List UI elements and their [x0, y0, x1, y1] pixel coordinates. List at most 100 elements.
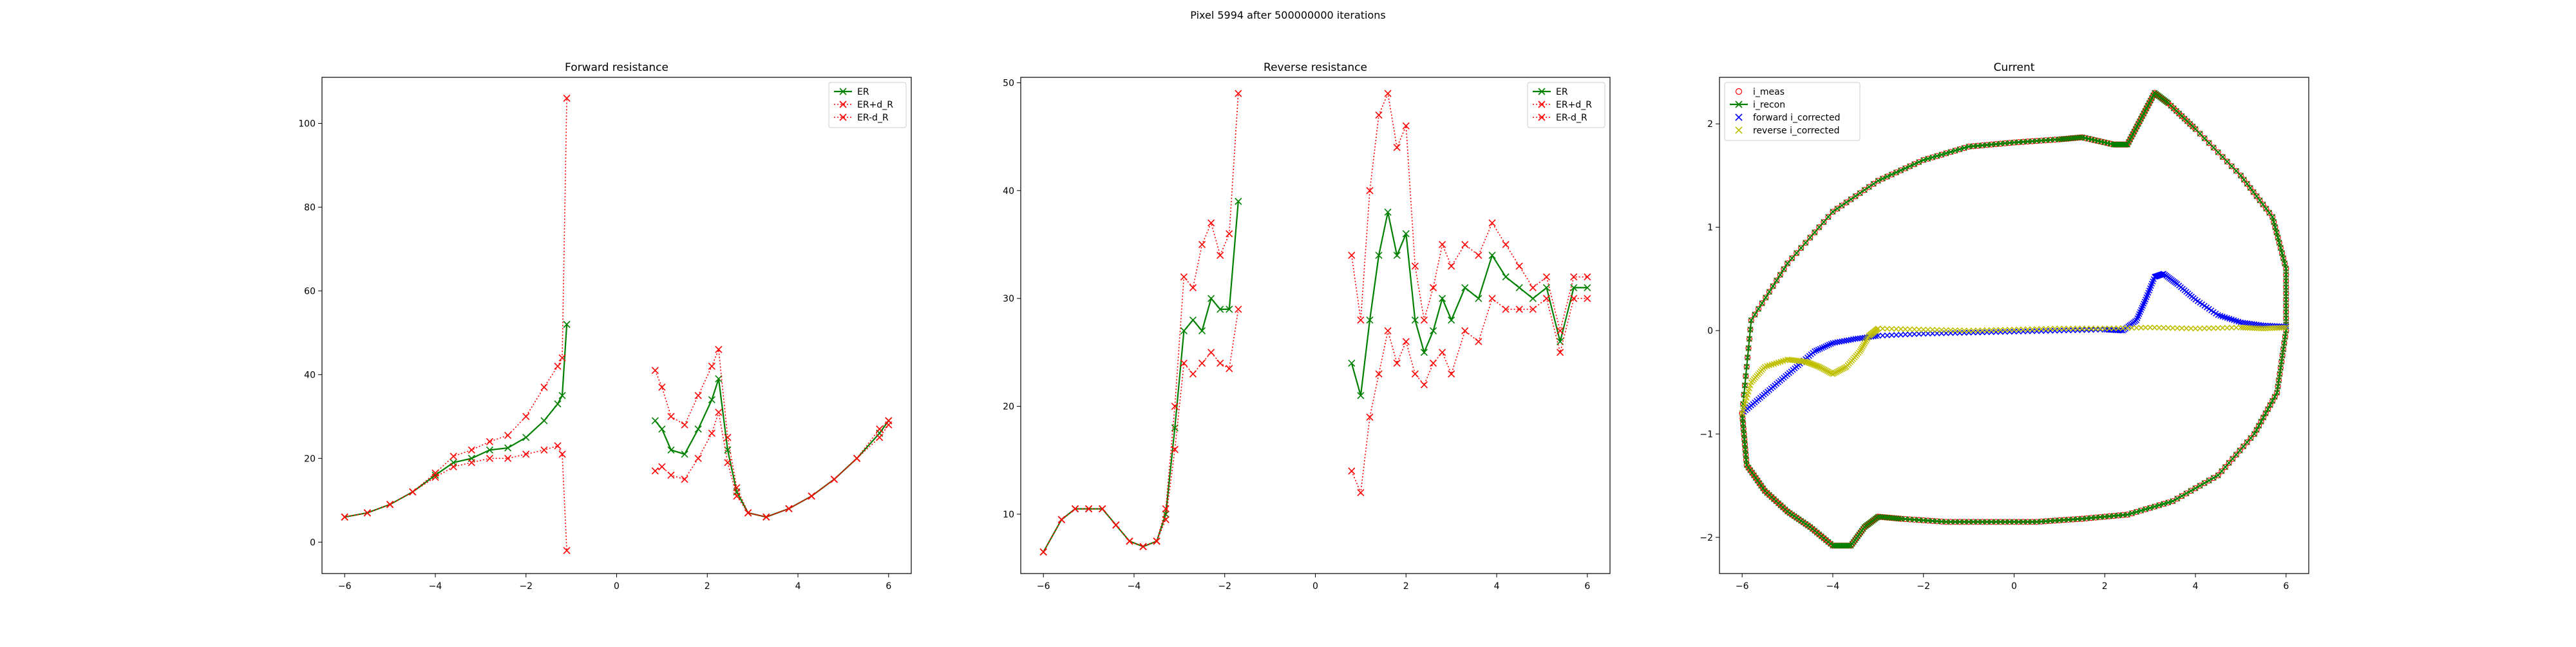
data-point	[1348, 360, 1356, 367]
data-point	[522, 450, 530, 458]
data-point	[658, 463, 666, 470]
data-point	[1743, 461, 1750, 468]
data-point	[1759, 300, 1765, 307]
series-line	[654, 378, 889, 518]
data-point	[1557, 327, 1564, 334]
data-point	[681, 450, 688, 458]
data-point	[2265, 325, 2271, 332]
data-point	[1943, 150, 1949, 157]
data-point	[1420, 381, 1428, 389]
data-point	[2083, 327, 2090, 333]
data-point	[1970, 327, 1976, 334]
data-point	[2047, 517, 2054, 524]
data-point	[1139, 543, 1147, 550]
legend-marker	[839, 88, 847, 95]
legend: ER ER+d_R ER-d_R	[828, 82, 907, 128]
data-point	[2283, 284, 2289, 291]
data-point	[1929, 327, 1936, 333]
data-point	[1961, 327, 1967, 334]
data-point	[1812, 229, 1818, 236]
data-point	[1126, 537, 1133, 545]
data-point	[2206, 140, 2212, 146]
data-point	[1502, 240, 1510, 249]
data-point	[2251, 325, 2258, 331]
data-point	[1375, 370, 1383, 378]
y-tick-label: 100	[298, 119, 316, 129]
data-point	[341, 513, 348, 521]
data-point	[2280, 324, 2287, 331]
data-point	[1348, 251, 1356, 259]
data-point	[1902, 326, 1909, 333]
data-point	[1502, 273, 1510, 281]
data-point	[2056, 327, 2063, 334]
data-point	[1746, 336, 1753, 342]
data-point	[2025, 326, 2031, 333]
data-point	[1911, 331, 1918, 338]
data-point	[1848, 196, 1854, 202]
y-tick-label: 2	[1707, 119, 1713, 130]
legend: ER ER+d_R ER-d_R	[1527, 82, 1605, 128]
data-point	[2056, 517, 2063, 523]
data-point	[2258, 325, 2264, 332]
data-point	[2143, 506, 2149, 512]
data-point	[1794, 250, 1800, 256]
data-point	[1855, 335, 1861, 342]
data-point	[563, 320, 571, 328]
data-point	[2183, 325, 2190, 332]
legend-label: ER+d_R	[857, 100, 893, 110]
data-point	[1866, 184, 1872, 190]
data-point	[2282, 260, 2288, 267]
data-point	[2074, 325, 2081, 332]
y-tick-label: −2	[1700, 533, 1713, 543]
chart-title: Current	[1994, 61, 2035, 74]
data-point	[2047, 327, 2054, 334]
data-point	[468, 446, 475, 454]
data-point	[1743, 373, 1749, 380]
data-point	[1956, 329, 1963, 336]
data-point	[1832, 340, 1839, 346]
data-point	[2240, 443, 2247, 450]
data-point	[1348, 467, 1356, 475]
data-point	[2043, 325, 2049, 332]
y-tick-label: 20	[304, 454, 316, 464]
data-point	[733, 492, 741, 500]
data-point	[2228, 163, 2235, 169]
data-point	[558, 450, 566, 458]
data-point	[2074, 516, 2081, 523]
data-point	[2201, 135, 2208, 142]
data-point	[1739, 415, 1746, 421]
data-point	[2283, 290, 2289, 296]
series-line	[1043, 201, 1239, 553]
data-point	[1781, 266, 1787, 273]
data-point	[1997, 329, 2003, 335]
series-line	[345, 324, 568, 518]
data-point	[1741, 430, 1747, 438]
x-tick-label: 2	[705, 581, 710, 592]
data-point	[2277, 245, 2284, 251]
plot-area	[1739, 90, 2289, 549]
data-point	[468, 459, 475, 467]
data-point	[1784, 260, 1791, 267]
data-point	[2282, 334, 2288, 340]
data-point	[2015, 519, 2022, 525]
x-tick-label: 4	[2193, 581, 2199, 592]
data-point	[2015, 139, 2022, 146]
data-point	[486, 454, 493, 462]
data-point	[1852, 336, 1859, 342]
data-point	[1934, 153, 1940, 159]
data-point	[1997, 519, 2003, 525]
data-point	[554, 442, 562, 450]
data-point	[1235, 90, 1242, 97]
data-point	[2128, 510, 2136, 517]
data-point	[2083, 325, 2090, 332]
data-point	[2156, 502, 2163, 508]
data-point	[1570, 273, 1578, 281]
data-point	[1488, 251, 1496, 259]
x-tick-label: 0	[1312, 581, 1318, 592]
data-point	[651, 367, 659, 374]
data-point	[1475, 295, 1482, 302]
data-point	[2233, 451, 2239, 458]
data-point	[2253, 325, 2260, 331]
data-point	[2065, 327, 2072, 334]
